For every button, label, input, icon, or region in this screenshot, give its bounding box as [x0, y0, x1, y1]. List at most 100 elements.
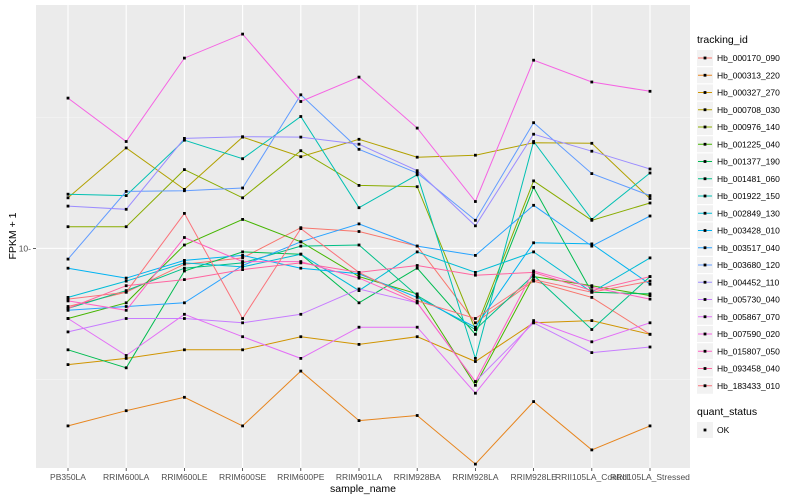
data-point [124, 207, 128, 211]
data-point [183, 348, 186, 352]
data-point [66, 307, 70, 310]
data-point [357, 243, 361, 247]
legend-point [703, 246, 707, 250]
data-point [415, 264, 419, 267]
data-point [474, 462, 477, 466]
legend-point [703, 91, 707, 94]
data-point [124, 284, 128, 288]
data-point [299, 266, 303, 270]
plot-panel [36, 5, 690, 468]
data-point [299, 252, 303, 256]
data-point [299, 149, 303, 153]
data-point [357, 230, 361, 233]
data-point [590, 328, 594, 331]
data-point [590, 340, 594, 344]
data-point [532, 321, 535, 325]
data-point [474, 357, 477, 360]
data-point [183, 266, 186, 270]
data-point [124, 140, 128, 143]
data-point [241, 218, 244, 221]
data-point [124, 354, 128, 357]
data-point [357, 325, 361, 329]
data-point [648, 282, 652, 286]
data-point [124, 190, 128, 193]
data-point [66, 297, 70, 301]
data-point [648, 89, 652, 93]
data-point [66, 296, 70, 299]
legend-point [703, 384, 707, 388]
legend-point [703, 125, 707, 129]
points-layer [66, 32, 652, 466]
data-point [357, 287, 361, 291]
x-tick-label: RRIM600SE [219, 472, 267, 482]
data-point [415, 250, 419, 254]
data-point [299, 227, 303, 230]
x-tick-labels: PB350LA RRIM600LA RRIM600LE RRIM600SE RRIM60… [50, 468, 690, 482]
data-point [299, 312, 303, 316]
data-point [357, 301, 361, 305]
data-point [183, 261, 186, 265]
data-point [648, 201, 652, 205]
data-point [474, 383, 477, 387]
data-point [183, 137, 186, 140]
legend-label: Hb_004452_110 [717, 277, 780, 287]
legend-title: tracking_id [697, 34, 748, 46]
data-point [241, 335, 244, 339]
data-point [590, 218, 594, 221]
data-point [415, 299, 419, 303]
data-point [532, 273, 535, 277]
y-axis-title: FPKM + 1 [7, 212, 19, 259]
data-point [299, 369, 303, 373]
data-point [66, 348, 70, 352]
data-point [357, 206, 361, 210]
data-point [357, 184, 361, 187]
data-point [532, 278, 535, 281]
data-point [183, 278, 186, 281]
data-point [648, 275, 652, 278]
data-point [124, 194, 128, 197]
legend-label: Hb_002849_130 [717, 208, 780, 218]
data-point [241, 268, 244, 271]
data-point [299, 135, 303, 139]
legend-label: Hb_003517_040 [717, 243, 780, 253]
data-point [124, 276, 128, 280]
data-point [648, 171, 652, 175]
data-point [590, 149, 594, 153]
data-point [415, 414, 419, 417]
data-point [124, 225, 128, 229]
legend-label: Hb_000313_220 [717, 70, 780, 80]
data-point [357, 75, 361, 79]
shape-legend-point [703, 428, 707, 432]
data-point [474, 391, 477, 395]
data-point [241, 264, 244, 267]
data-point [590, 290, 594, 294]
data-point [648, 214, 652, 218]
legend-point [703, 56, 707, 60]
data-point [66, 330, 70, 334]
legend-label: Hb_093458_040 [717, 364, 780, 374]
data-point [299, 115, 303, 118]
data-point [66, 424, 70, 428]
data-point [648, 294, 652, 297]
data-point [241, 321, 244, 325]
data-point [241, 250, 244, 254]
data-point [357, 276, 361, 280]
data-point [66, 266, 70, 270]
x-tick-label: RRIM928LA [452, 472, 499, 482]
data-point [648, 256, 652, 260]
data-point [299, 240, 303, 244]
data-point [474, 328, 477, 331]
legend-label: Hb_005730_040 [717, 295, 780, 305]
data-point [415, 266, 419, 270]
data-point [590, 172, 594, 175]
legend-point [703, 349, 707, 353]
data-point [357, 137, 361, 141]
data-point [415, 173, 419, 177]
data-point [241, 196, 244, 200]
legend-point [703, 280, 707, 284]
data-point [241, 317, 244, 320]
data-point [66, 257, 70, 261]
legend-point [703, 160, 707, 163]
legend-point [703, 142, 707, 146]
legend-point [703, 367, 707, 370]
